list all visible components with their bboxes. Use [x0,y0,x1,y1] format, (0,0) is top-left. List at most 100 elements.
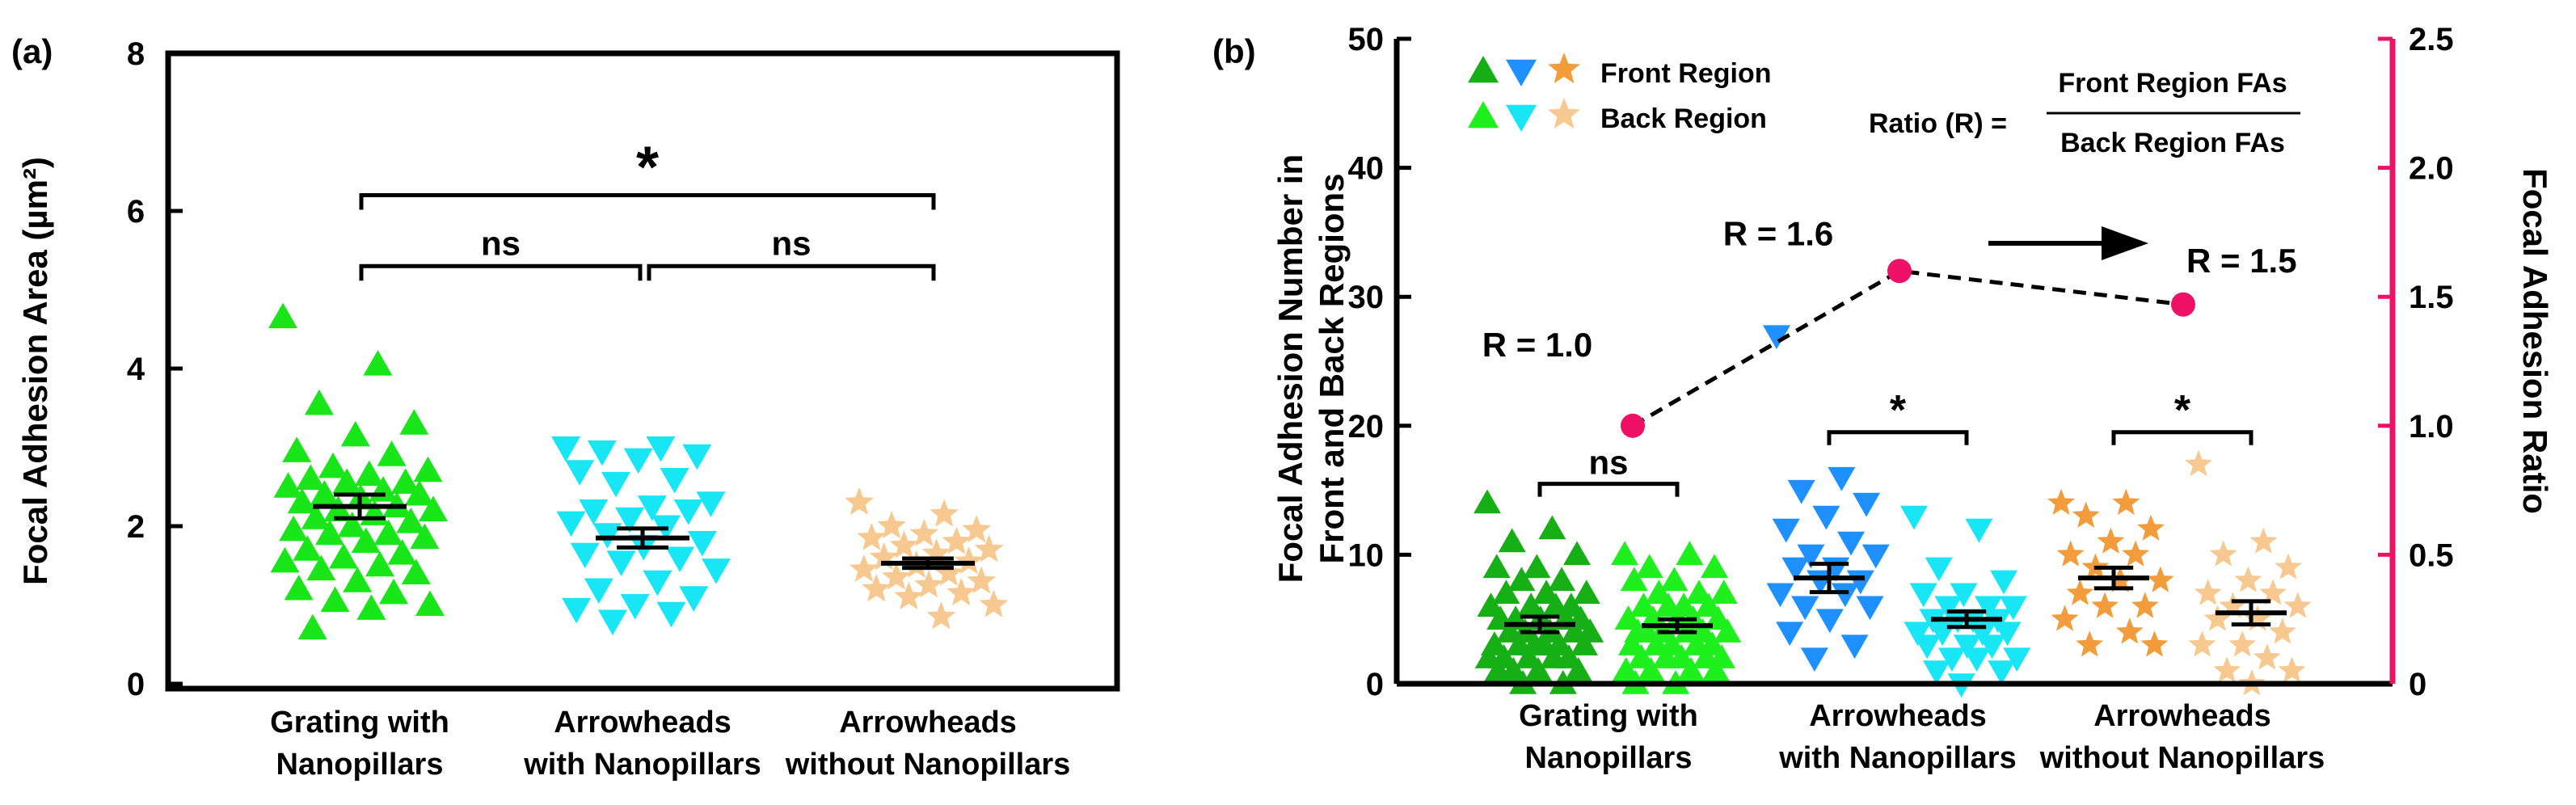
data-point [909,518,939,546]
data-point [2112,488,2140,515]
panel-a-error-bars [313,492,975,571]
data-point [882,562,911,590]
legend-front-region: Front Region [1468,53,1772,89]
data-point [1837,531,1866,556]
data-point [845,487,874,515]
data-point [1701,554,1729,579]
ratio-formula-prefix: Ratio (R) = [1869,108,2007,139]
significance-bracket: * [359,136,936,210]
data-point [2122,540,2149,567]
data-point [921,538,951,567]
data-point [1831,583,1859,608]
data-point [2131,592,2159,618]
data-point [1677,657,1705,681]
data-point [2228,630,2257,657]
data-point [1925,557,1953,582]
data-point [1772,518,1800,543]
data-point [268,302,297,329]
significance-label: * [636,136,659,200]
data-point [615,507,645,533]
data-point [2244,605,2272,631]
mean-sem-bar [1504,614,1575,634]
data-point [849,554,879,582]
data-point [2219,592,2247,618]
x-tick-label: Grating with [1519,699,1698,733]
data-point [673,499,703,525]
data-point [373,519,403,546]
ratio-label: R = 1.6 [1723,214,1834,252]
data-point [363,350,393,376]
data-point [1978,634,2006,660]
data-point [1564,657,1592,681]
x-tick-label: without Nanopillars [785,748,1071,782]
data-point [1676,541,1704,566]
data-point [646,436,676,462]
legend-marker [1548,53,1580,83]
data-point [587,440,617,466]
x-tick-label: Nanopillars [276,748,444,782]
mean-sem-bar [2216,599,2287,627]
ratio-line [1631,268,2184,428]
y2-tick-label: 2.5 [2409,22,2454,57]
y-tick-label: 20 [1348,409,1385,445]
data-point [889,530,919,558]
ratio-point [2171,292,2195,317]
bracket-line [1827,430,1969,445]
data-point [1828,466,1856,491]
data-point [2249,527,2278,554]
panel-a-label: (a) [11,32,53,70]
data-point [332,468,362,494]
data-point [2194,579,2222,605]
significance-bracket: ns [359,224,643,281]
data-point [687,531,717,557]
panel-a-plot-frame [165,50,1120,692]
data-point [584,578,613,604]
y-tick-label: 40 [1348,151,1385,187]
panel-b: (b) 0 10 20 30 40 50 0 0.5 1.0 1.5 2.0 2.5 Focal A… [1212,22,2554,775]
mean-sem-bar [313,492,407,521]
data-point [2185,449,2212,477]
data-point [2003,647,2031,672]
data-point [1950,583,1978,608]
data-point [656,601,686,628]
significance-bracket: * [1827,387,1969,445]
data-point [570,542,600,569]
data-point [1800,647,1828,672]
x-tick-label: with Nanopillars [523,748,761,782]
data-point [1484,657,1512,681]
data-point [2283,592,2312,618]
data-point [2203,605,2232,631]
legend-marker [1468,101,1499,129]
data-point [1620,567,1648,592]
data-point [2072,501,2100,528]
data-point [620,594,650,620]
data-point [967,566,996,594]
data-point [2213,656,2241,683]
legend-marker [1468,56,1499,83]
data-point [1548,567,1576,592]
y2-tick-label: 2.0 [2409,151,2454,187]
y-tick-label: 0 [1366,667,1384,702]
data-point [356,594,386,620]
data-point [279,515,309,542]
data-point [413,456,443,483]
significance-label: * [1890,387,1907,434]
data-point [2140,630,2169,657]
data-point [660,468,689,494]
data-point [665,546,695,572]
legend-marker [1506,59,1537,86]
data-point [329,543,359,569]
bracket-line [2111,430,2253,445]
panel-b-y-axis-label-line-1: Focal Adhesion Number in [1271,154,1309,584]
data-point [1660,567,1689,592]
data-point [551,436,580,462]
data-point [2051,605,2079,631]
data-point [1815,609,1844,634]
data-point [1524,657,1553,681]
ratio-formula-numerator: Front Region FAs [2058,68,2287,99]
data-point [1953,634,1981,660]
data-point [1787,479,1815,504]
panel-a-y-axis-label: Focal Adhesion Area (µm²) [16,157,54,585]
legend-label: Front Region [1600,58,1772,89]
